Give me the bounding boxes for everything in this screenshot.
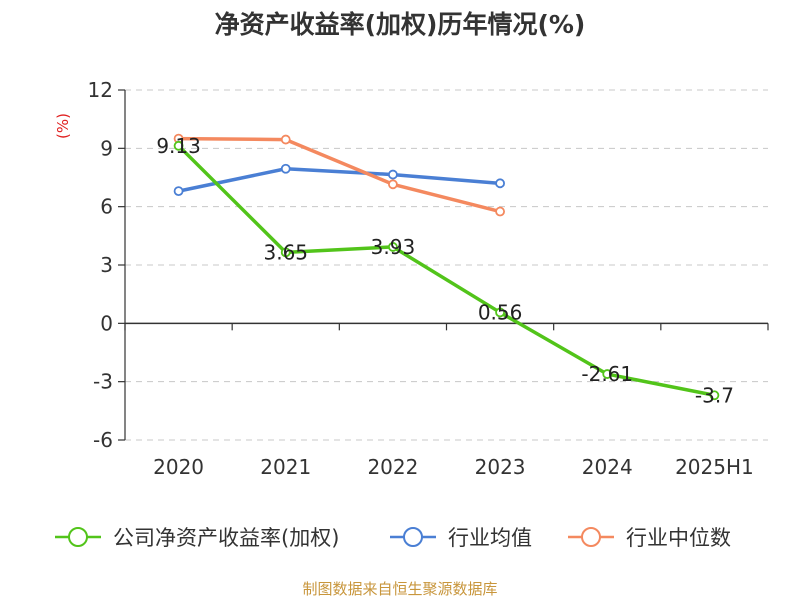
- x-tick-labels: 2020 2021 2022 2023 2024 2025H1: [153, 455, 754, 479]
- data-point: [495, 178, 505, 189]
- data-point: [495, 206, 505, 217]
- data-label: 9.13: [156, 134, 201, 158]
- legend-label: 行业中位数: [626, 526, 731, 550]
- gridlines: [125, 89, 768, 441]
- source-note: 制图数据来自恒生聚源数据库: [302, 580, 497, 598]
- series-line-1: [178, 167, 501, 193]
- x-tick-label: 2022: [367, 455, 418, 479]
- data-point: [280, 163, 291, 174]
- x-tick-label: 2025H1: [675, 455, 754, 479]
- data-point: [495, 307, 505, 318]
- legend-item-2: 行业中位数: [568, 526, 731, 550]
- legend-item-0: 公司净资产收益率(加权): [55, 526, 339, 550]
- legend-item-1: 行业均值: [390, 526, 532, 550]
- legend-marker-icon: [68, 527, 88, 547]
- y-tick-label: 3: [100, 253, 113, 277]
- legend-marker-icon: [581, 527, 601, 547]
- data-point: [280, 247, 291, 258]
- series-line-2: [178, 136, 501, 214]
- data-point: [388, 242, 398, 252]
- data-point: [602, 369, 613, 379]
- series-line-0: [177, 144, 715, 397]
- data-point: [709, 390, 720, 401]
- legend-marker-icon: [403, 527, 423, 547]
- data-point: [173, 186, 184, 197]
- y-tick-label: -6: [93, 428, 113, 452]
- y-tick-labels: 12 9 6 3 0 -3 -6: [88, 78, 113, 452]
- legend-label: 行业均值: [448, 526, 532, 550]
- y-axis-unit: (%): [54, 113, 72, 139]
- data-label: 3.65: [263, 240, 308, 264]
- x-tick-label: 2021: [260, 455, 311, 479]
- y-tick-label: 0: [100, 311, 113, 335]
- legend: 公司净资产收益率(加权) 行业均值 行业中位数: [55, 526, 731, 550]
- y-tick-label: 9: [100, 136, 113, 160]
- data-point: [388, 169, 398, 180]
- data-point: [388, 179, 398, 190]
- data-label: -3.7: [695, 383, 734, 407]
- x-tick-label: 2023: [475, 455, 526, 479]
- data-point: [280, 134, 291, 145]
- axes: [118, 89, 769, 441]
- y-tick-label: 6: [100, 195, 113, 219]
- y-tick-label: 12: [88, 78, 113, 102]
- data-point: [173, 140, 184, 151]
- data-label: 3.93: [371, 235, 416, 259]
- x-tick-label: 2024: [582, 455, 633, 479]
- data-labels: 9.13 3.65 3.93 0.56 -2.61 -3.7: [156, 134, 734, 407]
- data-label: -2.61: [581, 362, 633, 386]
- chart-title: 净资产收益率(加权)历年情况(%): [215, 10, 586, 39]
- series-lines: [173, 133, 720, 401]
- data-label: 0.56: [478, 300, 523, 324]
- x-tick-label: 2020: [153, 455, 204, 479]
- legend-label: 公司净资产收益率(加权): [113, 526, 339, 550]
- y-tick-label: -3: [93, 370, 113, 394]
